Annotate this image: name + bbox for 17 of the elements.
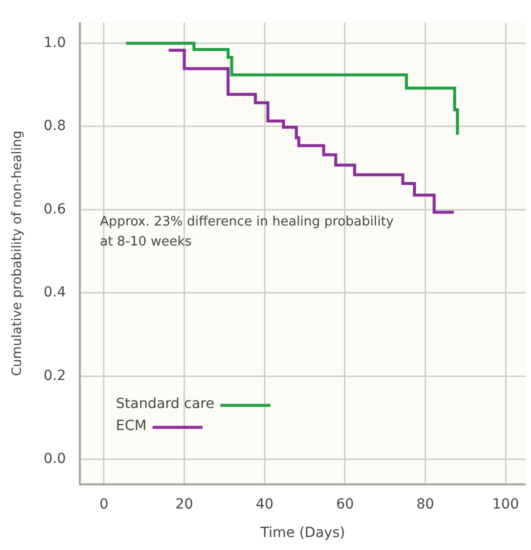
- y-tick-label: 0.0: [44, 451, 66, 468]
- annotation: Approx. 23% difference in healing probability at 8-10 weeks: [100, 214, 394, 250]
- x-tick-label: 20: [175, 496, 194, 512]
- x-tick-label: 100: [492, 496, 520, 512]
- x-axis-title: Time (Days): [260, 525, 346, 542]
- y-tick-label: 0.6: [44, 201, 66, 218]
- y-tick-label: 0.8: [44, 118, 66, 134]
- y-tick-label: 0.4: [44, 284, 66, 301]
- legend-label: Standard care: [116, 396, 214, 412]
- legend-label: ECM: [116, 418, 147, 434]
- y-tick-label: 0.2: [44, 368, 66, 384]
- x-tick-label: 40: [256, 496, 274, 512]
- x-tick-label: 80: [416, 496, 434, 512]
- y-axis-title: Cumulative probability of non-healing: [10, 130, 26, 376]
- x-tick-label: 60: [336, 496, 354, 512]
- x-tick-label: 0: [100, 496, 108, 512]
- y-tick-label: 1.0: [44, 34, 66, 51]
